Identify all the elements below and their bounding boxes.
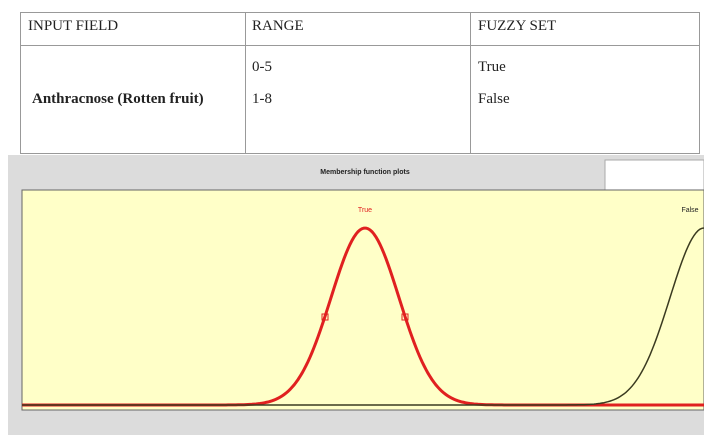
header-cell: FUZZY SET: [478, 18, 557, 34]
curve-label: True: [358, 207, 372, 214]
fuzzy-set: False: [478, 91, 510, 107]
plot-area: [21, 189, 704, 411]
table-border: [20, 12, 700, 154]
curve-handle: [321, 313, 329, 321]
plot-title: Membership function plots: [320, 169, 410, 176]
curve-handle: [401, 313, 409, 321]
header-cell: INPUT FIELD: [28, 18, 119, 34]
table-grid: [20, 12, 700, 154]
membership-plot: Membership function plots True False: [8, 155, 704, 435]
curve-label: False: [681, 207, 698, 214]
range: 1-8: [252, 91, 272, 107]
fuzzy-set: True: [478, 59, 506, 75]
header-cell: RANGE: [252, 18, 304, 34]
false-curve: [22, 227, 704, 406]
input-box: [604, 159, 704, 191]
range: 0-5: [252, 59, 272, 75]
input-field: Anthracnose (Rotten fruit): [32, 91, 204, 107]
